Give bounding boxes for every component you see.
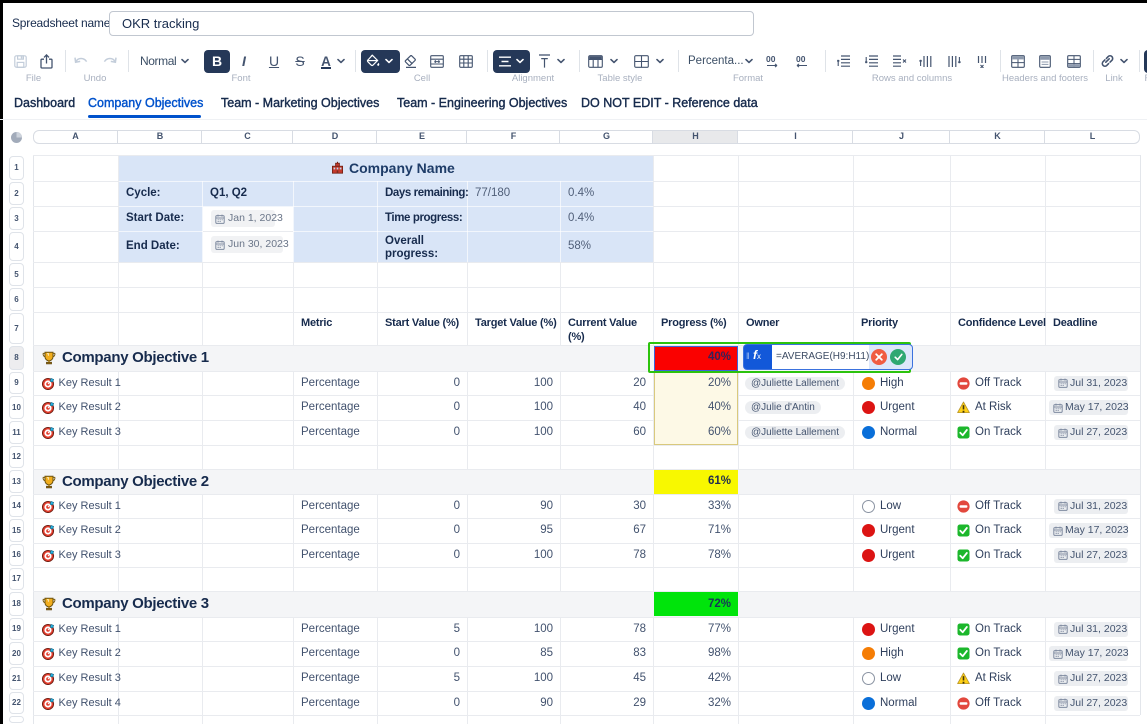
svg-text:00: 00 [796, 54, 806, 64]
svg-text:00: 00 [766, 54, 776, 64]
